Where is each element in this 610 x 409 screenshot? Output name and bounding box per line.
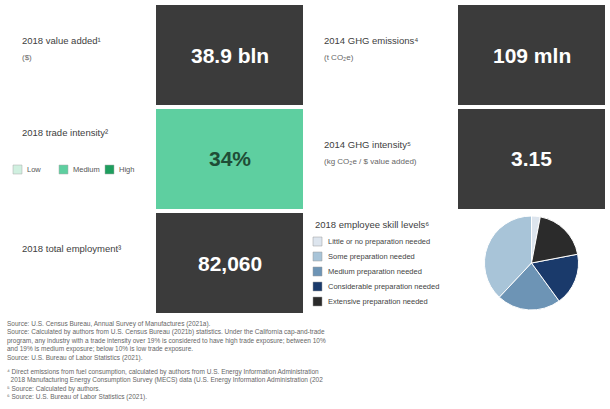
svg-text:109 mln: 109 mln bbox=[493, 44, 571, 67]
svg-text:Source: U.S. Census Bureau, An: Source: U.S. Census Bureau, Annual Surve… bbox=[7, 320, 326, 362]
svg-text:Extensive preparation needed: Extensive preparation needed bbox=[328, 297, 428, 306]
svg-text:38.9 bln: 38.9 bln bbox=[191, 44, 269, 67]
svg-text:Medium preparation needed: Medium preparation needed bbox=[328, 267, 422, 276]
svg-text:2018 value added¹: 2018 value added¹ bbox=[22, 35, 101, 46]
svg-text:($): ($) bbox=[22, 53, 32, 62]
svg-text:Low: Low bbox=[27, 165, 41, 174]
svg-text:Little or no preparation neede: Little or no preparation needed bbox=[328, 237, 430, 246]
svg-text:Considerable preparation neede: Considerable preparation needed bbox=[328, 282, 439, 291]
svg-text:2014 GHG intensity⁵: 2014 GHG intensity⁵ bbox=[324, 139, 411, 150]
svg-text:2018 total employment³: 2018 total employment³ bbox=[22, 243, 121, 254]
svg-text:82,060: 82,060 bbox=[198, 252, 262, 275]
svg-text:2018 trade intensity²: 2018 trade intensity² bbox=[22, 127, 108, 138]
svg-text:High: High bbox=[119, 165, 134, 174]
svg-text:3.15: 3.15 bbox=[511, 147, 552, 170]
svg-text:34%: 34% bbox=[209, 147, 251, 170]
svg-text:2014 GHG emissions⁴: 2014 GHG emissions⁴ bbox=[324, 35, 418, 46]
svg-text:Medium: Medium bbox=[73, 165, 100, 174]
svg-text:(t CO₂e): (t CO₂e) bbox=[324, 53, 354, 62]
svg-text:Some preparation needed: Some preparation needed bbox=[328, 252, 415, 261]
svg-text:⁴ Direct emissions from fuel c: ⁴ Direct emissions from fuel consumption… bbox=[7, 368, 323, 401]
svg-text:2018 employee skill levels⁶: 2018 employee skill levels⁶ bbox=[315, 219, 429, 230]
svg-text:(kg CO₂e / $ value added): (kg CO₂e / $ value added) bbox=[324, 157, 417, 166]
